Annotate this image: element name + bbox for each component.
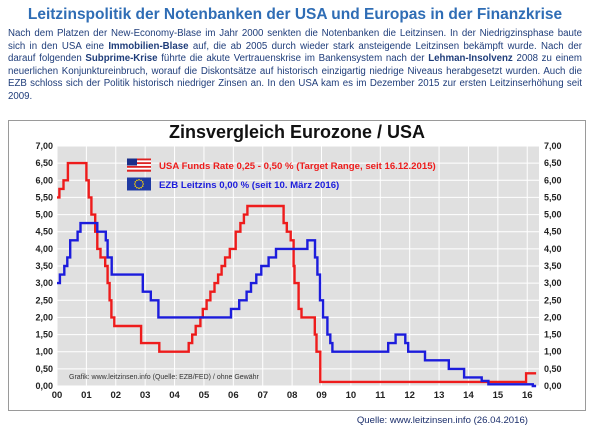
- eu-flag-star: [134, 185, 137, 187]
- chart-panel: Zinsvergleich Eurozone / USA 0,00 0,50 1,0…: [8, 120, 586, 411]
- x-axis: 00 01 02 03 04 05 06 07 08 09 10 11 12 13 14 15 16: [52, 390, 533, 401]
- y-tick-label: 2,00: [35, 312, 53, 322]
- intro-segment: Nach dem Platzen der New-Economy-Blase i…: [8, 28, 582, 52]
- y-tick-label: 7,00: [544, 141, 562, 151]
- intro-keyword: Lehman-Insolvenz: [428, 53, 513, 65]
- x-tick-label: 00: [52, 390, 63, 401]
- chart-watermark: Grafik: www.leitzinsen.info (Quelle: EZB…: [69, 374, 260, 381]
- y-tick-label: 2,00: [544, 312, 562, 322]
- x-tick-label: 16: [522, 390, 533, 401]
- y-tick-label: 3,00: [544, 278, 562, 288]
- legend: USA Funds Rate 0,25 - 0,50 % (Target Ran…: [127, 158, 436, 191]
- us-flag-stripe: [127, 160, 151, 163]
- y-tick-label: 5,50: [35, 192, 53, 202]
- us-flag-stripe: [127, 164, 151, 167]
- y-tick-label: 6,50: [35, 158, 53, 168]
- page-title: Leitzinspolitik der Notenbanken der USA …: [27, 6, 563, 23]
- eu-flag-star: [138, 187, 140, 189]
- eu-flag-star: [140, 179, 142, 182]
- eu-flag-star: [134, 181, 137, 183]
- x-tick-label: 09: [316, 390, 327, 401]
- y-tick-label: 1,00: [544, 347, 562, 357]
- intro-keyword: Immobilien-Blase: [108, 40, 189, 52]
- eu-flag: [127, 177, 151, 191]
- y-tick-label: 6,00: [544, 175, 562, 185]
- y-tick-label: 0,50: [544, 364, 562, 374]
- us-flag-canton: [127, 158, 137, 166]
- eu-flag-field: [127, 177, 151, 191]
- y-tick-label: 5,50: [544, 192, 562, 202]
- eu-flag-star: [141, 185, 144, 187]
- legend-label-usa: USA Funds Rate 0,25 - 0,50 % (Target Ran…: [159, 161, 436, 172]
- eu-flag-star: [141, 181, 144, 183]
- us-flag-stripe: [127, 169, 151, 172]
- y-axis-left: 0,00 0,50 1,00 1,50 2,00 2,50 3,00 3,50 4,00 4,50…: [35, 141, 53, 391]
- intro-segment: führte die akute Vertrauenskrise im Bank…: [157, 53, 429, 65]
- y-tick-label: 6,50: [544, 158, 562, 168]
- y-tick-label: 3,50: [544, 261, 562, 271]
- us-flag-stripe: [127, 165, 151, 168]
- y-tick-label: 2,50: [35, 295, 53, 305]
- eu-flag-star: [134, 183, 136, 185]
- eu-flag-star: [136, 186, 138, 189]
- y-tick-label: 4,00: [35, 244, 53, 254]
- x-tick-label: 12: [404, 390, 415, 401]
- y-tick-label: 4,50: [35, 227, 53, 237]
- x-tick-label: 07: [257, 390, 268, 401]
- x-tick-label: 10: [346, 390, 357, 401]
- y-axis-right: 0,00 0,50 1,00 1,50 2,00 2,50 3,00 3,50 4,00 4,50…: [544, 141, 562, 391]
- intro-text: Nach dem Platzen der New-Economy-Blase i…: [8, 28, 582, 104]
- intro-segment: auf, die ab 2005 durch wieder stark anst…: [8, 40, 582, 65]
- eu-flag-star: [138, 179, 140, 181]
- y-tick-label: 0,50: [35, 364, 53, 374]
- x-tick-label: 01: [81, 390, 92, 401]
- y-tick-label: 0,00: [544, 381, 562, 391]
- x-tick-label: 14: [463, 390, 474, 401]
- series-layer: [57, 161, 537, 388]
- x-tick-label: 04: [169, 390, 180, 401]
- y-tick-label: 4,00: [544, 244, 562, 254]
- intro-segment: 2008 zu einem neuerlichen Konjunktureinb…: [8, 53, 582, 102]
- y-tick-label: 4,50: [544, 227, 562, 237]
- ezb-series-line: [57, 221, 537, 388]
- eu-flag-star: [142, 183, 144, 185]
- y-tick-label: 1,50: [544, 330, 562, 340]
- y-tick-label: 2,50: [544, 295, 562, 305]
- x-tick-label: 08: [287, 390, 298, 401]
- us-flag-stripe: [127, 162, 151, 165]
- us-flag-stripe: [127, 167, 151, 170]
- x-tick-label: 15: [493, 390, 504, 401]
- y-tick-label: 1,00: [35, 347, 53, 357]
- us-flag-stripe: [127, 158, 151, 161]
- eu-flag-star: [136, 179, 138, 182]
- eu-flag-star: [140, 186, 142, 189]
- source-note: Quelle: www.leitzinsen.info (26.04.2016): [356, 415, 528, 426]
- x-tick-label: 13: [434, 390, 445, 401]
- legend-label-ezb: EZB Leitzins 0,00 % (seit 10. März 2016): [159, 180, 339, 191]
- intro-keyword: Subprime-Krise: [85, 53, 158, 65]
- y-tick-label: 5,00: [544, 210, 562, 220]
- x-tick-label: 11: [375, 390, 386, 401]
- y-tick-label: 3,50: [35, 261, 53, 271]
- y-tick-label: 6,00: [35, 175, 53, 185]
- rate-chart: Zinsvergleich Eurozone / USA 0,00 0,50 1,0…: [35, 122, 562, 401]
- y-tick-label: 7,00: [35, 141, 53, 151]
- x-tick-label: 06: [228, 390, 239, 401]
- us-flag: [127, 158, 151, 172]
- y-tick-label: 3,00: [35, 278, 53, 288]
- x-tick-label: 05: [199, 390, 210, 401]
- y-tick-label: 0,00: [35, 381, 53, 391]
- x-tick-label: 02: [110, 390, 121, 401]
- x-tick-label: 03: [140, 390, 151, 401]
- chart-title: Zinsvergleich Eurozone / USA: [169, 122, 425, 142]
- y-tick-label: 5,00: [35, 210, 53, 220]
- y-tick-label: 1,50: [35, 330, 53, 340]
